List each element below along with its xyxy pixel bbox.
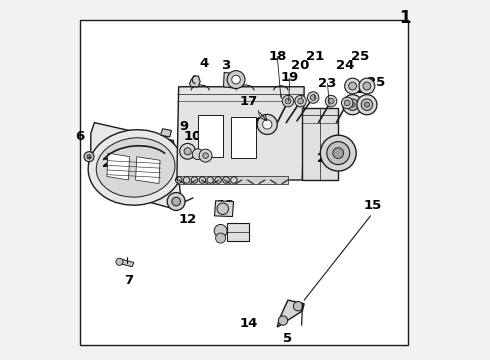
- Circle shape: [343, 95, 363, 115]
- Text: 2: 2: [102, 157, 112, 170]
- Circle shape: [282, 95, 294, 107]
- Circle shape: [333, 148, 343, 158]
- Polygon shape: [177, 87, 304, 180]
- Circle shape: [349, 82, 357, 90]
- Circle shape: [363, 82, 371, 90]
- Text: 3: 3: [220, 59, 230, 72]
- Text: 25: 25: [367, 76, 385, 89]
- Circle shape: [307, 92, 319, 103]
- Circle shape: [310, 95, 316, 100]
- Circle shape: [295, 95, 306, 107]
- Polygon shape: [161, 129, 171, 137]
- Polygon shape: [215, 201, 234, 217]
- Polygon shape: [277, 300, 304, 327]
- Circle shape: [180, 143, 196, 159]
- Circle shape: [325, 95, 337, 107]
- Text: 6: 6: [75, 130, 85, 144]
- Polygon shape: [190, 76, 200, 87]
- Circle shape: [320, 135, 356, 171]
- Circle shape: [285, 98, 291, 104]
- Circle shape: [357, 95, 377, 115]
- Polygon shape: [119, 259, 134, 267]
- Circle shape: [257, 114, 277, 134]
- Text: 24: 24: [356, 83, 374, 96]
- Polygon shape: [91, 123, 180, 209]
- Circle shape: [217, 203, 228, 215]
- Text: 11: 11: [194, 130, 212, 143]
- Polygon shape: [227, 223, 248, 241]
- Text: 24: 24: [336, 59, 355, 72]
- Text: 15: 15: [363, 199, 381, 212]
- Circle shape: [84, 152, 94, 162]
- Polygon shape: [223, 72, 239, 89]
- Text: 10: 10: [184, 130, 202, 143]
- Polygon shape: [136, 157, 160, 184]
- Text: 4: 4: [199, 57, 208, 70]
- Circle shape: [278, 316, 288, 325]
- Circle shape: [116, 258, 123, 265]
- Text: 13: 13: [216, 199, 234, 212]
- Circle shape: [87, 154, 91, 159]
- Polygon shape: [198, 116, 223, 157]
- Text: 19: 19: [281, 71, 299, 84]
- Text: 5: 5: [284, 332, 293, 345]
- Circle shape: [365, 102, 369, 107]
- Circle shape: [359, 78, 375, 94]
- Text: 9: 9: [179, 120, 189, 133]
- Circle shape: [294, 302, 303, 311]
- Text: 12: 12: [178, 213, 197, 226]
- Circle shape: [167, 193, 185, 211]
- Circle shape: [172, 197, 180, 206]
- Polygon shape: [177, 176, 288, 184]
- Circle shape: [361, 99, 373, 111]
- Text: 1: 1: [399, 9, 410, 27]
- Circle shape: [347, 99, 358, 111]
- Text: 18: 18: [268, 50, 287, 63]
- Ellipse shape: [96, 138, 175, 197]
- Circle shape: [263, 120, 272, 129]
- Circle shape: [199, 149, 212, 162]
- Circle shape: [350, 102, 355, 107]
- Text: 22: 22: [317, 152, 335, 165]
- Ellipse shape: [88, 130, 183, 205]
- Circle shape: [192, 149, 203, 159]
- Circle shape: [214, 225, 227, 237]
- Circle shape: [344, 100, 350, 106]
- Circle shape: [184, 148, 191, 155]
- Circle shape: [216, 233, 225, 243]
- Circle shape: [298, 98, 303, 104]
- Circle shape: [232, 75, 240, 84]
- Text: 20: 20: [292, 59, 310, 72]
- Text: 14: 14: [240, 317, 258, 330]
- Polygon shape: [302, 108, 338, 180]
- Polygon shape: [231, 117, 256, 158]
- Polygon shape: [107, 153, 129, 180]
- Text: 8: 8: [230, 227, 239, 240]
- Circle shape: [327, 141, 350, 165]
- Circle shape: [227, 71, 245, 89]
- Circle shape: [342, 97, 353, 109]
- Text: 7: 7: [124, 274, 133, 287]
- Circle shape: [203, 153, 208, 158]
- Circle shape: [344, 78, 361, 94]
- Text: 23: 23: [318, 77, 337, 90]
- Circle shape: [328, 98, 334, 104]
- Text: 21: 21: [306, 50, 324, 63]
- Text: 16: 16: [246, 116, 265, 129]
- Text: 25: 25: [351, 50, 369, 63]
- Text: 17: 17: [240, 95, 258, 108]
